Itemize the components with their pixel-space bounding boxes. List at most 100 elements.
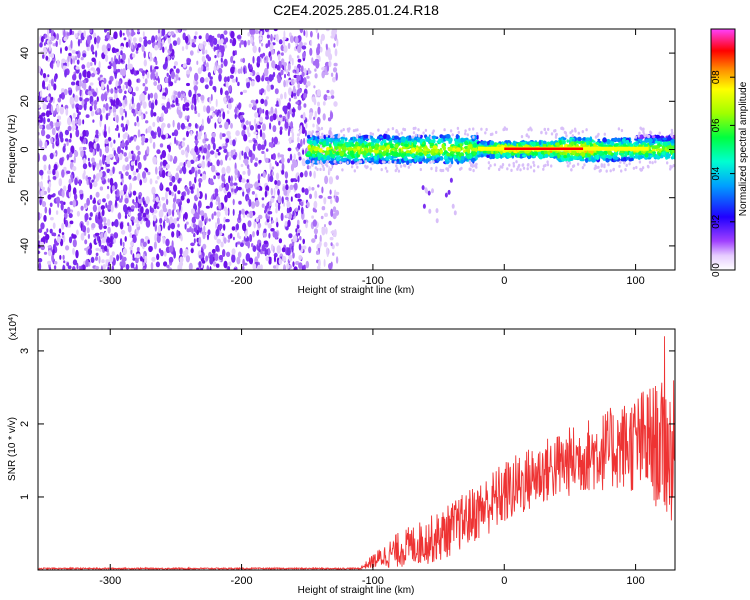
spectral-cell [283,264,286,270]
spectral-cell [395,164,398,168]
spectral-cell [274,231,278,240]
spectral-cell [533,163,536,167]
spectral-cell [194,87,197,96]
spectral-cell [137,43,142,48]
spectral-cell [244,230,248,239]
spectral-cell [133,136,137,142]
spectral-cell [303,137,306,145]
spectral-cell [215,263,220,268]
spectral-cell [132,190,137,196]
spectral-cell [185,107,190,111]
spectral-cell [246,126,250,135]
spectral-cell [316,48,319,57]
spectral-cell [221,182,225,189]
spectral-cell [290,178,294,183]
spectral-cell [230,30,235,39]
spectral-cell [419,167,422,172]
spectral-cell [562,151,566,156]
spectral-cell [82,163,88,170]
spectral-cell [109,242,113,248]
spectral-cell [131,155,135,162]
spectral-cell [502,152,507,157]
spectral-cell [124,157,129,163]
spectral-cell [358,160,361,164]
spectral-cell [314,209,318,213]
spectral-cell [291,108,296,113]
spectral-cell [505,127,508,131]
spectral-cell [174,136,177,145]
spectral-cell [332,76,336,83]
spectral-cell [97,205,102,213]
spectral-cell [334,189,337,197]
spectral-cell [566,152,571,159]
spectral-cell [314,190,318,199]
spectral-cell [605,157,610,163]
spectral-cell [72,112,76,119]
spectral-cell [92,51,95,55]
spectral-cell [237,232,240,239]
spectral-cell [443,128,446,132]
spectral-cell [130,31,136,36]
spectral-cell [131,219,135,226]
spectral-cell [80,265,83,270]
spectral-cell [245,78,250,83]
spectral-cell [567,164,570,168]
spectral-cell [155,261,160,268]
spectral-cell [71,49,77,54]
spectral-cell [666,161,669,165]
spectral-cell [115,97,120,106]
spectral-cell [100,205,105,210]
spectral-cell [521,154,526,157]
spectral-cell [424,128,428,132]
spectral-cell [292,235,298,243]
spectral-cell [190,149,194,155]
spectral-cell [411,135,415,139]
spectral-cell [255,217,259,223]
spectral-cell [205,54,210,59]
spectral-cell [520,135,524,139]
spectral-cell [224,194,228,203]
spectral-cell [220,241,224,248]
spectral-cell [318,260,320,268]
spectral-cell [432,160,435,164]
spectral-cell [237,81,240,87]
spectral-cell [262,52,266,57]
spectral-cell [145,86,149,92]
spectral-cell [607,149,612,155]
spectral-cell [330,242,333,247]
spectral-cell [171,175,176,183]
spectral-cell [150,130,155,137]
spectral-cell [119,189,125,197]
spectral-cell [240,91,243,96]
spectral-cell [215,228,220,237]
spectral-cell [206,265,210,270]
spectral-cell [75,129,80,138]
spectral-cell [516,153,520,158]
spectral-cell [587,153,591,158]
spectral-cell [482,150,488,154]
spectral-cell [325,43,328,51]
spectral-cell [319,135,322,139]
spectral-cell [140,255,143,262]
spectral-cell [265,185,270,192]
spectral-cell [189,186,194,190]
spectral-cell [62,264,66,270]
spectral-cell [110,57,114,64]
spectral-cell [191,38,197,43]
spectral-cell [104,145,110,154]
spectral-cell [333,43,336,48]
spectral-cell [131,267,134,270]
spectral-cell [167,225,171,231]
spectral-cell [223,76,228,83]
spectral-cell [250,157,253,164]
spectral-cell [90,256,95,263]
spectral-cell [59,94,63,99]
spectral-cell [119,238,123,247]
spectral-cell [512,164,516,168]
spectral-cell [214,192,219,197]
spectral-cell [82,79,87,84]
spectral-cell [63,208,68,214]
spectral-cell [119,107,124,116]
spectral-cell [321,226,326,236]
spectral-cell [215,222,218,230]
